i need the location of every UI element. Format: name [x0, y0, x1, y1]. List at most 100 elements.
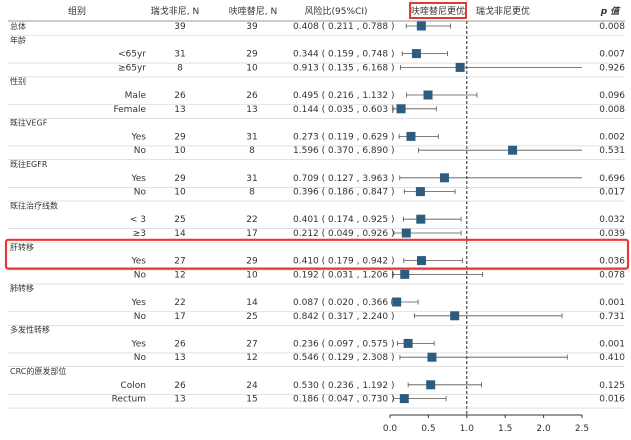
n-fruquintinib-value: 39 [246, 22, 258, 32]
hr-point-marker [411, 49, 421, 59]
n-regorafenib-value: 12 [174, 270, 185, 280]
p-value: 0.078 [599, 270, 625, 280]
hr-ci-value: 0.192 ( 0.031 , 1.206 ) [293, 270, 394, 280]
p-value: 0.926 [599, 63, 625, 73]
p-value: 0.007 [599, 50, 625, 60]
p-value: 0.008 [599, 105, 625, 115]
hr-ci-value: 0.212 ( 0.049 , 0.926 ) [293, 229, 394, 239]
x-tick-label: 2.0 [536, 424, 551, 434]
p-value: 0.531 [599, 146, 625, 156]
x-tick-label: 1.0 [460, 424, 475, 434]
hr-point-marker [416, 256, 426, 266]
row-label: Yes [130, 257, 146, 267]
row-label: <65yr [118, 50, 146, 60]
n-fruquintinib-value: 10 [246, 270, 258, 280]
n-regorafenib-value: 22 [174, 298, 185, 308]
p-value: 0.696 [599, 174, 625, 184]
hr-point-marker [455, 62, 465, 72]
n-fruquintinib-value: 29 [246, 50, 258, 60]
n-regorafenib-value: 26 [174, 381, 186, 391]
hr-ci-value: 0.546 ( 0.129 , 2.308 ) [293, 353, 394, 363]
hr-ci-value: 0.495 ( 0.216 , 1.132 ) [293, 91, 394, 101]
hr-ci-value: 0.186 ( 0.047 , 0.730 ) [293, 395, 394, 405]
n-fruquintinib-value: 8 [249, 146, 255, 156]
group-label: 既往EGFR [10, 159, 48, 169]
x-tick-label: 2.5 [575, 424, 589, 434]
hr-point-marker [427, 352, 437, 362]
p-value: 0.001 [599, 298, 625, 308]
table-header: 组别 瑞戈非尼, N 呋喹替尼, N 风险比(95%CI) 呋喹替尼更优 瑞戈非… [68, 2, 621, 19]
hr-ci-value: 0.344 ( 0.159 , 0.748 ) [293, 50, 394, 60]
n-fruquintinib-value: 10 [246, 63, 258, 73]
hr-point-marker [392, 297, 402, 307]
hr-point-marker [450, 311, 460, 321]
header-favors-left: 呋喹替尼更优 [411, 5, 465, 17]
x-tick-label: 1.5 [498, 424, 512, 434]
hr-ci-value: 0.709 ( 0.127 , 3.963 ) [293, 174, 394, 184]
hr-point-marker [403, 338, 413, 348]
hr-ci-value: 0.408 ( 0.211 , 0.788 ) [293, 22, 394, 32]
n-fruquintinib-value: 13 [246, 105, 257, 115]
hr-ci-value: 1.596 ( 0.370 , 6.890 ) [293, 146, 394, 156]
row-label: ≥65yr [118, 63, 146, 73]
hr-point-marker [396, 104, 406, 114]
hr-point-marker [415, 187, 425, 197]
hr-ci-value: 0.842 ( 0.317 , 2.240 ) [293, 312, 394, 322]
hr-ci-value: 0.236 ( 0.097 , 0.575 ) [293, 339, 394, 349]
n-regorafenib-value: 13 [174, 105, 185, 115]
hr-ci-value: 0.410 ( 0.179 , 0.942 ) [293, 257, 394, 267]
hr-ci-value: 0.273 ( 0.119 , 0.629 ) [293, 132, 394, 142]
p-value: 0.039 [599, 229, 625, 239]
row-label: Yes [130, 174, 146, 184]
n-regorafenib-value: 10 [174, 146, 186, 156]
hr-ci-value: 0.530 ( 0.236 , 1.192 ) [293, 381, 394, 391]
n-fruquintinib-value: 15 [246, 395, 257, 405]
n-fruquintinib-value: 12 [246, 353, 257, 363]
p-value: 0.731 [599, 312, 625, 322]
n-fruquintinib-value: 8 [249, 188, 255, 198]
header-hazard-ratio: 风险比(95%CI) [305, 5, 368, 17]
p-value: 0.125 [599, 381, 625, 391]
header-n-fruquintinib: 呋喹替尼, N [229, 5, 277, 17]
x-tick-label: 0.0 [383, 424, 398, 434]
hr-point-marker [399, 394, 409, 404]
p-value: 0.002 [599, 132, 625, 142]
liver-metastasis-highlight-box [4, 238, 630, 270]
hr-ci-value: 0.087 ( 0.020 , 0.366 ) [293, 298, 394, 308]
n-regorafenib-value: 29 [174, 174, 186, 184]
hr-ci-value: 0.144 ( 0.035 , 0.603 ) [293, 105, 394, 115]
group-label: 既往VEGF [10, 118, 48, 128]
favors-left-highlight-box [409, 2, 467, 19]
p-value: 0.001 [599, 339, 625, 349]
header-favors-right: 瑞戈非尼更优 [476, 5, 530, 17]
p-value: 0.016 [599, 395, 625, 405]
hr-point-marker [439, 173, 449, 183]
group-label: 年龄 [10, 35, 26, 45]
n-fruquintinib-value: 25 [246, 312, 257, 322]
hr-point-marker [416, 214, 426, 224]
n-fruquintinib-value: 17 [246, 229, 257, 239]
group-label: 肝转移 [10, 242, 34, 252]
n-regorafenib-value: 13 [174, 395, 185, 405]
n-fruquintinib-value: 22 [246, 215, 257, 225]
hr-point-marker [508, 145, 518, 155]
n-regorafenib-value: 25 [174, 215, 185, 225]
n-regorafenib-value: 8 [177, 63, 183, 73]
row-label: No [134, 146, 147, 156]
p-value: 0.096 [599, 91, 625, 101]
table-rows: 总体 39 39 0.408 ( 0.211 , 0.788 ) 0.008 年龄 <65y… [4, 21, 630, 415]
row-label: Yes [130, 298, 146, 308]
n-fruquintinib-value: 29 [246, 257, 258, 267]
n-regorafenib-value: 29 [174, 132, 186, 142]
row-label: < 3 [130, 215, 146, 225]
n-fruquintinib-value: 14 [246, 298, 258, 308]
p-value: 0.036 [599, 257, 625, 267]
n-regorafenib-value: 27 [174, 257, 185, 267]
n-fruquintinib-value: 31 [246, 132, 257, 142]
x-axis: 0.0 0.5 1.0 1.5 2.0 2.5 [383, 414, 589, 434]
header-n-regorafenib: 瑞戈非尼, N [151, 5, 199, 17]
row-label: Yes [130, 132, 146, 142]
group-label: 多发性转移 [10, 325, 50, 335]
hr-ci-value: 0.401 ( 0.174 , 0.925 ) [293, 215, 394, 225]
